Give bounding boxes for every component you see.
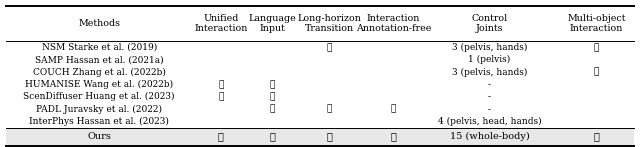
Text: 3 (pelvis, hands): 3 (pelvis, hands): [452, 43, 527, 52]
Text: ✓: ✓: [269, 92, 275, 101]
Text: ✓: ✓: [327, 43, 332, 52]
Text: HUMANISE Wang et al. (2022b): HUMANISE Wang et al. (2022b): [25, 80, 173, 89]
Bar: [6, 128, 634, 146]
Text: ✓: ✓: [391, 105, 396, 114]
Text: ✓: ✓: [218, 132, 224, 141]
Text: ✓: ✓: [218, 80, 223, 89]
Text: Unified
Interaction: Unified Interaction: [194, 14, 248, 33]
Text: Long-horizon
Transition: Long-horizon Transition: [298, 14, 362, 33]
Text: ✓: ✓: [269, 132, 275, 141]
Text: Language
Input: Language Input: [248, 14, 296, 33]
Text: ✓: ✓: [326, 132, 333, 141]
Text: ✓: ✓: [594, 43, 599, 52]
Text: -: -: [488, 105, 491, 114]
Text: ✓: ✓: [390, 132, 397, 141]
Text: -: -: [488, 92, 491, 101]
Text: Interaction
Annotation-free: Interaction Annotation-free: [356, 14, 431, 33]
Text: 15 (whole-body): 15 (whole-body): [450, 132, 529, 141]
Text: SAMP Hassan et al. (2021a): SAMP Hassan et al. (2021a): [35, 55, 163, 64]
Text: InterPhys Hassan et al. (2023): InterPhys Hassan et al. (2023): [29, 117, 169, 126]
Text: ✓: ✓: [269, 80, 275, 89]
Text: 3 (pelvis, hands): 3 (pelvis, hands): [452, 68, 527, 77]
Text: 1 (pelvis): 1 (pelvis): [468, 55, 511, 64]
Text: Multi-object
Interaction: Multi-object Interaction: [567, 14, 626, 33]
Text: ✓: ✓: [594, 68, 599, 77]
Text: COUCH Zhang et al. (2022b): COUCH Zhang et al. (2022b): [33, 68, 166, 77]
Text: ✓: ✓: [593, 132, 600, 141]
Text: Control
Joints: Control Joints: [472, 14, 508, 33]
Text: ✓: ✓: [218, 92, 223, 101]
Text: ✓: ✓: [269, 105, 275, 114]
Text: Ours: Ours: [87, 132, 111, 141]
Text: -: -: [488, 80, 491, 89]
Text: PADL Juravsky et al. (2022): PADL Juravsky et al. (2022): [36, 105, 162, 114]
Text: NSM Starke et al. (2019): NSM Starke et al. (2019): [42, 43, 157, 52]
Text: ✓: ✓: [327, 105, 332, 114]
Text: Methods: Methods: [78, 19, 120, 28]
Text: ScenDiffuser Huang et al. (2023): ScenDiffuser Huang et al. (2023): [24, 92, 175, 101]
Text: 4 (pelvis, head, hands): 4 (pelvis, head, hands): [438, 117, 541, 126]
